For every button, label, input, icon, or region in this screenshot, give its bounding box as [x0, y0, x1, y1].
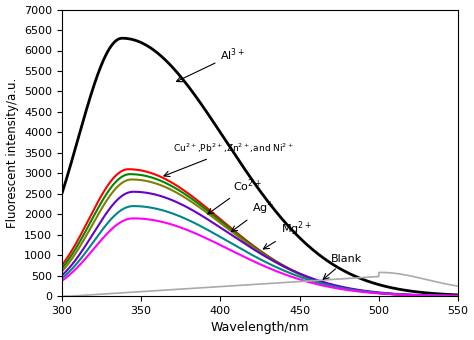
Text: Blank: Blank [323, 254, 363, 279]
Y-axis label: Fluorescent intensity/a.u.: Fluorescent intensity/a.u. [6, 78, 18, 228]
Text: Al$^{3+}$: Al$^{3+}$ [176, 46, 245, 82]
Text: Co$^{2+}$: Co$^{2+}$ [208, 177, 262, 214]
Text: Ag$^{+}$: Ag$^{+}$ [231, 200, 274, 232]
X-axis label: Wavelength/nm: Wavelength/nm [210, 321, 309, 335]
Text: Cu$^{2+}$,Pb$^{2+}$,Zn$^{2+}$,and Ni$^{2+}$: Cu$^{2+}$,Pb$^{2+}$,Zn$^{2+}$,and Ni$^{2… [164, 142, 293, 176]
Text: Mg$^{2+}$: Mg$^{2+}$ [264, 219, 311, 249]
